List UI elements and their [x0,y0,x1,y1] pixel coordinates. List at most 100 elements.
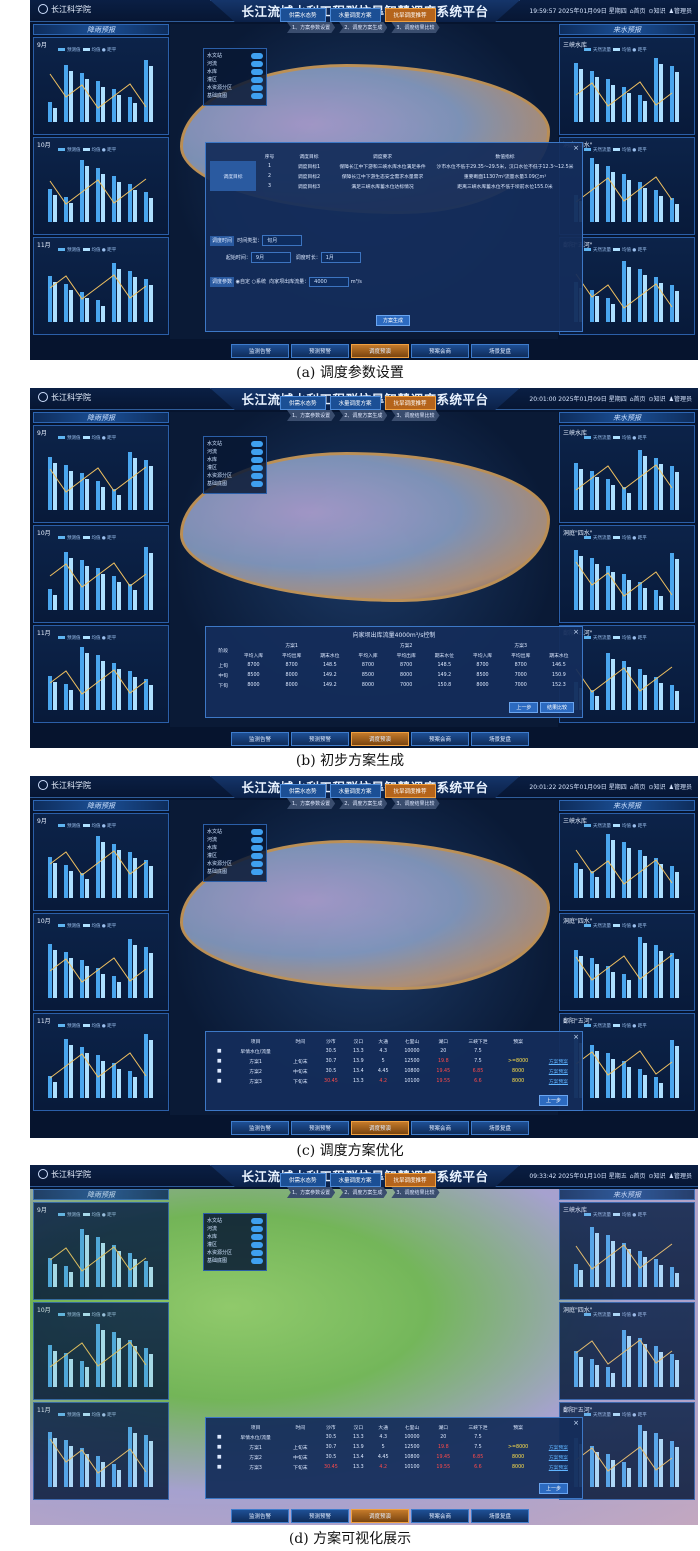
tab-recommend[interactable]: 抗旱调度推荐 [384,1173,436,1187]
table-row[interactable]: ■ 方案3 下旬末 30.45 13.3 4.2 10100 19.55 6.6 8000 方案预案 [212,1462,578,1472]
step-2[interactable]: 2、调度方案生成 [339,410,388,421]
tab-supply[interactable]: 供需水态势 [280,784,326,798]
home-link[interactable]: ⌂首页 [629,1173,646,1180]
layer-toggle[interactable]: 水库 [207,844,263,852]
tab-supply[interactable]: 供需水态势 [280,8,326,22]
plan-link[interactable]: 方案预案 [548,1079,568,1085]
prev-button[interactable]: 上一步 [538,1095,568,1106]
nav-monitor[interactable]: 监测告警 [231,1121,289,1135]
table-row[interactable]: ■ 方案3 下旬末 30.45 13.3 4.2 10100 19.55 6.6 8000 方案预案 [212,1076,578,1086]
tab-plan[interactable]: 水量调度方案 [329,1173,381,1187]
home-link[interactable]: ⌂首页 [629,396,646,403]
table-row[interactable]: ■ 方案2 中旬末 30.5 13.4 4.45 10800 19.45 6.85 8000 方案预… [212,1066,578,1076]
plan-link[interactable]: 方案预案 [548,1445,568,1451]
tab-plan[interactable]: 水量调度方案 [329,396,381,410]
layer-toggle[interactable]: 水文站 [207,1217,263,1225]
layer-toggle[interactable]: 水文站 [207,828,263,836]
layer-toggle[interactable]: 灌区 [207,1241,263,1249]
opt-custom[interactable]: 自定 [239,279,250,285]
layer-toggle[interactable]: 水库 [207,456,263,464]
tab-recommend[interactable]: 抗旱调度推荐 [384,396,436,410]
tab-recommend[interactable]: 抗旱调度推荐 [384,8,436,22]
flow-input[interactable]: 4000 [309,277,350,287]
step-3[interactable]: 3、调度结果比较 [391,798,440,809]
prev-button[interactable]: 上一步 [509,702,539,713]
layer-toggle[interactable]: 水资源分区 [207,84,263,92]
nav-review[interactable]: 场景复盘 [471,732,529,746]
layer-toggle[interactable]: 河流 [207,1225,263,1233]
step-2[interactable]: 2、调度方案生成 [339,1187,388,1198]
layer-toggle[interactable]: 水资源分区 [207,860,263,868]
tab-plan[interactable]: 水量调度方案 [329,8,381,22]
nav-consult[interactable]: 预案会商 [411,1509,469,1523]
layer-toggle[interactable]: 基础底图 [207,92,263,100]
tab-plan[interactable]: 水量调度方案 [329,784,381,798]
nav-review[interactable]: 场景复盘 [471,344,529,358]
table-row[interactable]: ■ 方案1 上旬末 30.7 13.9 5 12500 19.8 7.5 >=8000 方案预案 [212,1442,578,1452]
close-icon[interactable]: × [573,628,579,636]
nav-simulate[interactable]: 调度预演 [351,732,409,746]
layer-toggle[interactable]: 灌区 [207,464,263,472]
opt-system[interactable]: 系统 [255,279,266,285]
nav-simulate[interactable]: 调度预演 [351,344,409,358]
user-link[interactable]: ♟管理员 [668,396,692,403]
knowledge-link[interactable]: ⊙知识 [648,784,666,791]
nav-simulate[interactable]: 调度预演 [351,1509,409,1523]
tab-supply[interactable]: 供需水态势 [280,1173,326,1187]
home-link[interactable]: ⌂首页 [629,784,646,791]
nav-review[interactable]: 场景复盘 [471,1509,529,1523]
layer-toggle[interactable]: 河流 [207,448,263,456]
nav-monitor[interactable]: 监测告警 [231,732,289,746]
generate-button[interactable]: 方案生成 [376,315,411,326]
close-icon[interactable]: × [573,1419,579,1427]
step-3[interactable]: 3、调度结果比较 [391,410,440,421]
home-link[interactable]: ⌂首页 [629,8,646,15]
layer-toggle[interactable]: 河流 [207,60,263,68]
time-type-select[interactable]: 旬月 [262,235,303,246]
nav-forecast[interactable]: 预测预警 [291,1509,349,1523]
layer-toggle[interactable]: 水库 [207,1233,263,1241]
layer-toggle[interactable]: 河流 [207,836,263,844]
step-3[interactable]: 3、调度结果比较 [391,22,440,33]
nav-forecast[interactable]: 预测预警 [291,344,349,358]
plan-link[interactable]: 方案预案 [548,1059,568,1065]
nav-review[interactable]: 场景复盘 [471,1121,529,1135]
layer-toggle[interactable]: 水文站 [207,52,263,60]
nav-consult[interactable]: 预案会商 [411,732,469,746]
step-2[interactable]: 2、调度方案生成 [339,22,388,33]
user-link[interactable]: ♟管理员 [668,1173,692,1180]
layer-toggle[interactable]: 水库 [207,68,263,76]
prev-button[interactable]: 上一步 [538,1483,568,1494]
nav-simulate[interactable]: 调度预演 [351,1121,409,1135]
tab-supply[interactable]: 供需水态势 [280,396,326,410]
layer-toggle[interactable]: 水资源分区 [207,1249,263,1257]
knowledge-link[interactable]: ⊙知识 [648,396,666,403]
user-link[interactable]: ♟管理员 [668,784,692,791]
layer-toggle[interactable]: 灌区 [207,76,263,84]
nav-forecast[interactable]: 预测预警 [291,1121,349,1135]
close-icon[interactable]: × [573,144,579,152]
close-icon[interactable]: × [573,1033,579,1041]
layer-toggle[interactable]: 基础底图 [207,868,263,876]
tab-recommend[interactable]: 抗旱调度推荐 [384,784,436,798]
step-1[interactable]: 1、方案参数设置 [287,1187,336,1198]
knowledge-link[interactable]: ⊙知识 [648,8,666,15]
table-row[interactable]: ■ 方案1 上旬末 30.7 13.9 5 12500 19.8 7.5 >=8000 方案预案 [212,1056,578,1066]
nav-forecast[interactable]: 预测预警 [291,732,349,746]
compare-button[interactable]: 结果比较 [539,702,574,713]
layer-toggle[interactable]: 灌区 [207,852,263,860]
nav-consult[interactable]: 预案会商 [411,1121,469,1135]
step-3[interactable]: 3、调度结果比较 [391,1187,440,1198]
plan-link[interactable]: 方案预案 [548,1465,568,1471]
step-1[interactable]: 1、方案参数设置 [287,22,336,33]
step-1[interactable]: 1、方案参数设置 [287,410,336,421]
knowledge-link[interactable]: ⊙知识 [648,1173,666,1180]
table-row[interactable]: ■ 方案2 中旬末 30.5 13.4 4.45 10800 19.45 6.85 8000 方案预… [212,1452,578,1462]
step-1[interactable]: 1、方案参数设置 [287,798,336,809]
start-select[interactable]: 9月 [250,252,291,263]
step-2[interactable]: 2、调度方案生成 [339,798,388,809]
layer-toggle[interactable]: 水资源分区 [207,472,263,480]
layer-toggle[interactable]: 基础底图 [207,480,263,488]
nav-monitor[interactable]: 监测告警 [231,344,289,358]
nav-monitor[interactable]: 监测告警 [231,1509,289,1523]
